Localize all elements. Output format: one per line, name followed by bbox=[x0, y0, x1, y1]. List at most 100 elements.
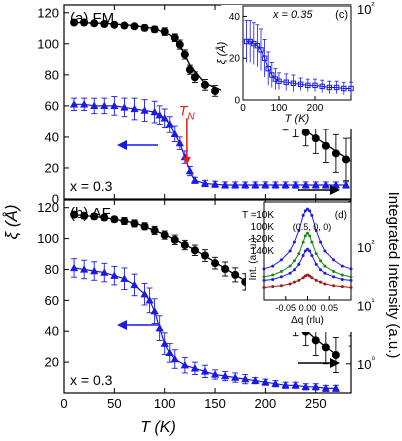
legend-entry: 100K bbox=[251, 222, 275, 233]
data-point bbox=[301, 128, 310, 137]
inset-x-label: T (K) bbox=[285, 113, 310, 125]
data-point bbox=[140, 23, 149, 32]
data-point bbox=[262, 267, 266, 271]
data-point bbox=[150, 306, 159, 315]
data-point bbox=[110, 271, 119, 279]
data-point bbox=[292, 280, 296, 284]
x-tick-label: 0.05 bbox=[320, 303, 338, 313]
data-point bbox=[269, 72, 275, 78]
y-tick-label: 40 bbox=[45, 129, 59, 144]
data-point bbox=[340, 278, 344, 282]
data-point bbox=[308, 274, 312, 278]
left-axis-label: ξ (Å) bbox=[2, 205, 21, 240]
data-point bbox=[271, 379, 280, 387]
data-point bbox=[170, 33, 179, 42]
data-point bbox=[170, 235, 179, 244]
inset-y-label: ξ (Å) bbox=[215, 41, 228, 64]
x-tick-label: 200 bbox=[307, 103, 324, 114]
data-point bbox=[160, 114, 169, 122]
data-point bbox=[241, 180, 250, 189]
data-point bbox=[231, 373, 240, 381]
composition-label: x = 0.35 bbox=[272, 9, 313, 21]
data-point bbox=[140, 106, 149, 114]
y-tick-label: 120 bbox=[37, 200, 59, 215]
data-point bbox=[297, 81, 304, 88]
data-point bbox=[200, 80, 209, 89]
axis-arrow-right-head bbox=[330, 185, 340, 195]
series-140K bbox=[262, 273, 353, 290]
series-100K bbox=[262, 231, 353, 279]
data-point bbox=[310, 253, 314, 257]
data-point bbox=[310, 240, 314, 244]
data-point bbox=[288, 264, 292, 268]
data-point bbox=[290, 80, 297, 86]
data-point bbox=[254, 42, 261, 49]
data-point bbox=[305, 82, 311, 89]
series-correlation-length bbox=[69, 258, 341, 392]
data-point bbox=[70, 18, 79, 27]
data-point bbox=[301, 276, 305, 280]
data-point bbox=[150, 25, 159, 34]
y-tick-label: 20 bbox=[229, 54, 241, 65]
data-point bbox=[150, 107, 159, 116]
data-point bbox=[301, 253, 305, 257]
data-point bbox=[291, 180, 300, 189]
inset-y-label: Int. (a. u.) bbox=[248, 238, 259, 281]
data-point bbox=[310, 213, 314, 217]
x-axis-label: T (K) bbox=[140, 419, 176, 436]
data-point bbox=[341, 180, 351, 189]
data-point bbox=[321, 343, 330, 352]
series-120K bbox=[262, 247, 353, 282]
data-point bbox=[120, 21, 129, 30]
data-point bbox=[301, 382, 310, 391]
data-point bbox=[288, 271, 292, 275]
data-point bbox=[306, 247, 309, 251]
data-point bbox=[258, 47, 264, 53]
data-point bbox=[160, 27, 169, 36]
data-point bbox=[69, 100, 79, 108]
data-point bbox=[262, 278, 266, 282]
x-tick-label: 50 bbox=[107, 396, 121, 411]
data-point bbox=[90, 212, 99, 221]
data-point bbox=[271, 273, 275, 277]
data-point bbox=[311, 382, 320, 391]
data-point bbox=[221, 371, 230, 380]
data-point bbox=[180, 241, 189, 250]
data-point bbox=[80, 18, 89, 27]
data-point bbox=[262, 275, 266, 279]
data-point bbox=[340, 273, 344, 277]
data-point bbox=[80, 211, 89, 220]
data-point bbox=[251, 180, 260, 189]
data-point bbox=[292, 240, 296, 244]
data-point bbox=[70, 210, 79, 219]
transition-arrow-head bbox=[182, 156, 191, 165]
data-point bbox=[69, 263, 79, 272]
x-tick-label: 100 bbox=[154, 396, 176, 411]
data-point bbox=[292, 259, 296, 263]
data-point bbox=[341, 85, 347, 92]
data-point bbox=[160, 231, 169, 240]
data-point bbox=[314, 229, 318, 233]
x-tick-label: 0.00 bbox=[299, 303, 317, 313]
data-point bbox=[281, 180, 290, 189]
data-point bbox=[100, 268, 109, 276]
data-point bbox=[90, 266, 99, 275]
right-tick-label: 10⁰ bbox=[357, 355, 375, 372]
data-point bbox=[303, 234, 307, 238]
data-point bbox=[180, 50, 189, 59]
data-point bbox=[130, 104, 139, 113]
data-point bbox=[221, 180, 230, 189]
data-point bbox=[308, 209, 312, 213]
legend-entry: 120K bbox=[251, 234, 275, 245]
right-tick-label: 10¹ bbox=[357, 296, 374, 313]
y-tick-label: 20 bbox=[45, 160, 59, 175]
data-point bbox=[323, 264, 327, 268]
data-point bbox=[303, 209, 307, 213]
data-point bbox=[332, 275, 336, 279]
data-point bbox=[321, 141, 330, 150]
data-point bbox=[165, 348, 174, 357]
data-point bbox=[261, 377, 270, 386]
data-point bbox=[180, 360, 189, 369]
data-point bbox=[301, 180, 310, 189]
data-point bbox=[349, 267, 353, 271]
